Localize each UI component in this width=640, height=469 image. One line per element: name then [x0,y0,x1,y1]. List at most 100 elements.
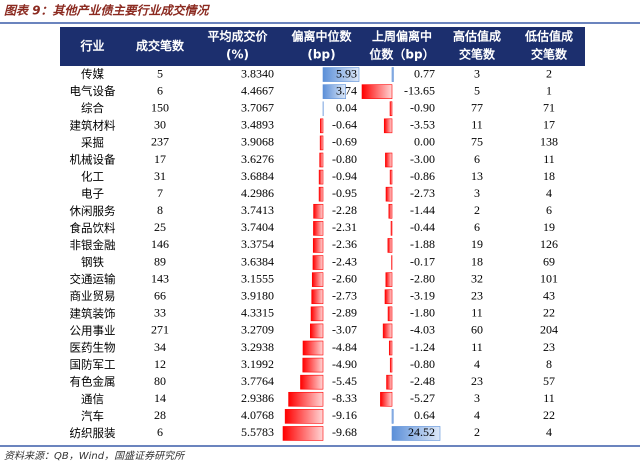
value-cell: 5.5783 [241,425,274,439]
value-cell: 60 [471,323,483,337]
industry-cell: 公用事业 [70,323,116,337]
industry-cell: 化工 [81,170,104,184]
value-cell: 3.8340 [241,66,274,80]
value-cell: 3 [474,391,480,405]
value-cell: 4 [546,425,552,439]
value-cell: -5.45 [332,374,357,388]
value-cell: 12 [154,357,166,371]
value-cell: 3 [474,186,480,200]
value-cell: 57 [543,374,555,388]
value-cell: -1.80 [410,306,435,320]
source: 资料来源：QB，Wind，国盛证券研究所 [4,450,186,462]
negative-bar [384,119,392,133]
value-cell: 126 [540,237,558,251]
value-cell: -2.28 [332,203,357,217]
value-cell: 5.93 [336,66,357,80]
industry-cell: 食品饮料 [70,221,116,235]
negative-bar [388,238,392,252]
value-cell: -0.86 [410,169,435,183]
value-cell: -2.31 [332,220,357,234]
value-cell: 3.9068 [241,135,274,149]
industry-cell: 国防军工 [70,358,116,372]
value-cell: 18 [543,169,555,183]
value-cell: 23 [471,288,483,302]
value-cell: 22 [543,306,555,320]
value-cell: 2.9386 [241,391,274,405]
value-cell: 24.52 [408,425,435,439]
negative-bar [390,102,392,116]
industry-cell: 医药生物 [70,341,116,355]
industry-cell: 综合 [81,101,104,115]
negative-bar [300,375,323,389]
value-cell: 75 [471,135,483,149]
value-cell: -5.27 [410,391,435,405]
negative-bar [310,324,323,338]
header-cell: 高估值成 [453,29,501,44]
value-cell: -13.65 [404,83,435,97]
header-cell: (%) [226,48,249,62]
value-cell: 6 [474,220,480,234]
negative-bar [303,358,323,372]
negative-bar [313,256,323,270]
value-cell: 271 [151,323,169,337]
negative-bar [283,426,323,440]
value-cell: 3.4893 [241,118,274,132]
value-cell: 3.2709 [241,323,274,337]
value-cell: -0.80 [332,152,357,166]
industry-cell: 有色金属 [70,375,116,389]
value-cell: -0.44 [410,220,435,234]
value-cell: -0.64 [332,118,357,132]
value-cell: 8 [546,357,552,371]
value-cell: 2 [474,425,480,439]
value-cell: -2.43 [332,254,357,268]
negative-bar [386,187,392,201]
header-cell: 偏离中位数 [291,29,352,44]
industry-cell: 电气设备 [70,84,116,98]
value-cell: 3.74 [336,83,357,97]
value-cell: -4.84 [332,340,357,354]
value-cell: 3.7764 [241,374,274,388]
industry-cell: 休闲服务 [70,204,116,218]
value-cell: 0.64 [414,408,435,422]
value-cell: 2 [546,66,552,80]
value-cell: -2.73 [332,288,357,302]
value-cell: -2.89 [332,306,357,320]
value-cell: 3.1992 [241,357,274,371]
header-cell: 行业 [79,38,104,53]
value-cell: 19 [471,237,483,251]
value-cell: -4.03 [410,323,435,337]
value-cell: -9.16 [332,408,357,422]
value-cell: 3.7067 [241,100,274,114]
value-cell: 89 [154,254,166,268]
value-cell: -3.19 [410,288,435,302]
value-cell: 25 [154,220,166,234]
header-cell: 上周偏离中 [372,29,432,44]
value-cell: 146 [151,237,169,251]
value-cell: -1.24 [410,340,435,354]
value-cell: -2.36 [332,237,357,251]
negative-bar [387,375,392,389]
negative-bar [319,170,323,184]
value-cell: -2.80 [410,271,435,285]
value-cell: -4.90 [332,357,357,371]
value-cell: 3.2938 [241,340,274,354]
value-cell: 150 [151,100,169,114]
value-cell: 18 [471,254,483,268]
value-cell: -3.07 [332,323,357,337]
value-cell: 4 [474,357,480,371]
value-cell: 23 [471,374,483,388]
value-cell: -0.17 [410,254,435,268]
negative-bar [289,392,323,406]
value-cell: 204 [540,323,558,337]
value-cell: 32 [471,271,483,285]
value-cell: 3.7413 [241,203,274,217]
value-cell: -8.33 [332,391,357,405]
value-cell: -1.44 [410,203,435,217]
negative-bar [388,307,392,321]
industry-cell: 汽车 [81,409,104,423]
value-cell: 6 [157,425,163,439]
value-cell: 0.04 [336,100,357,114]
value-cell: 0.77 [414,66,435,80]
value-cell: 6 [546,203,552,217]
